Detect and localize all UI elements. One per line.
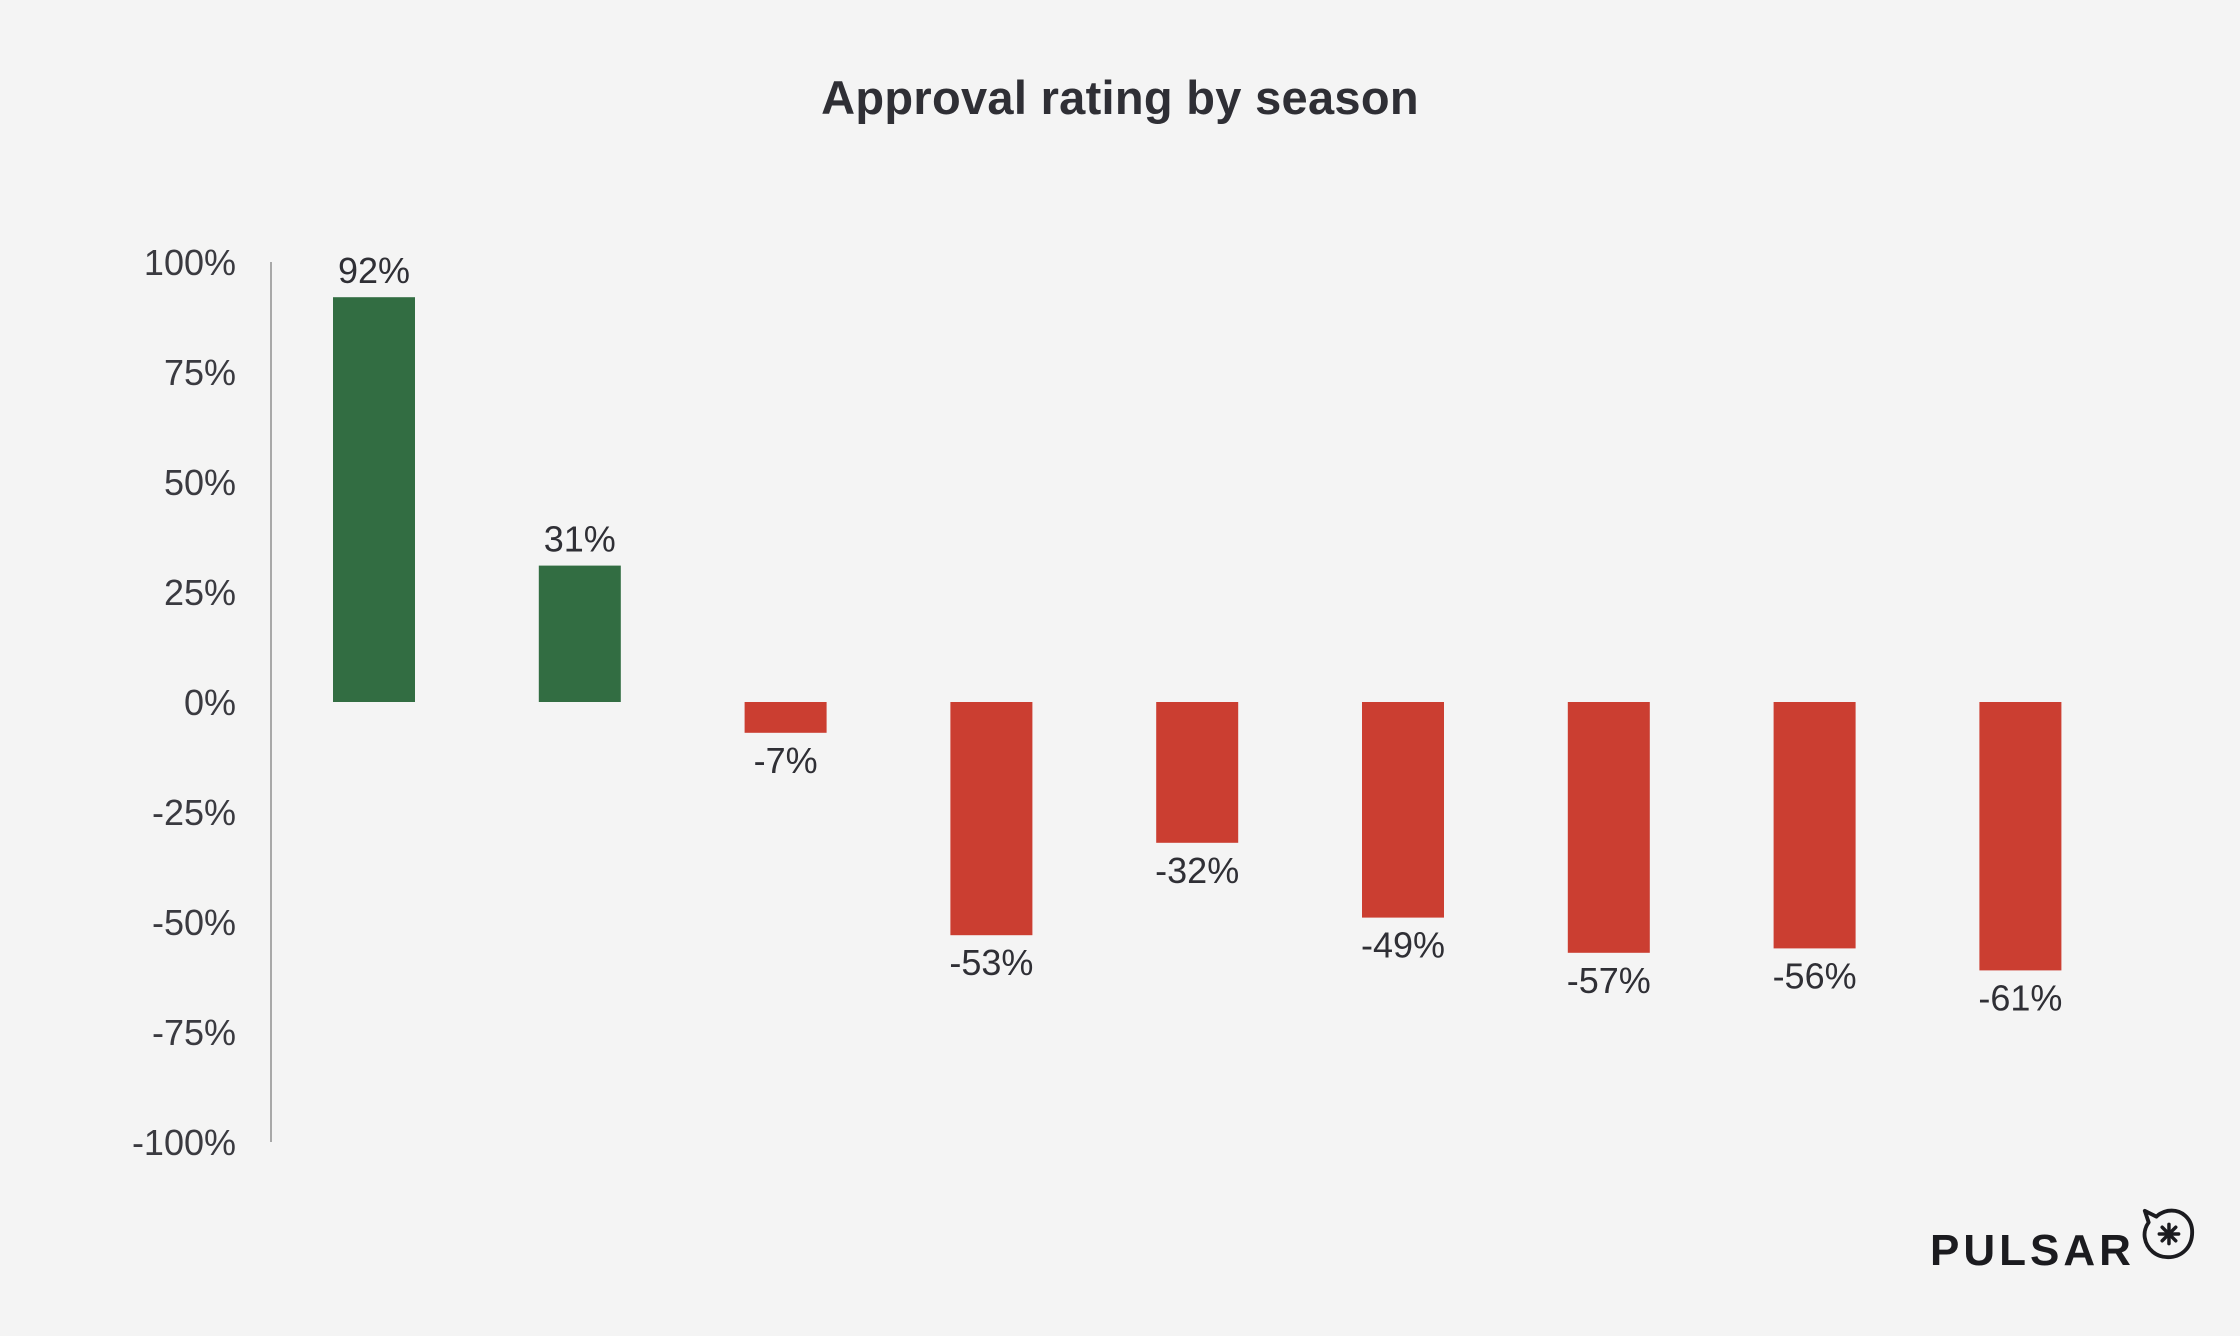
y-axis: 100% 75% 50% 25% 0% -25% -50% -75% -100% (132, 242, 272, 1163)
data-label: -53% (949, 942, 1033, 983)
y-tick-label: 75% (164, 352, 236, 393)
data-label: 92% (338, 250, 410, 291)
bar (1362, 702, 1444, 918)
bar (1567, 702, 1650, 953)
bar (950, 702, 1033, 936)
y-tick-label: -25% (152, 792, 236, 833)
y-tick-label: 0% (184, 682, 236, 723)
data-label: -61% (1978, 977, 2062, 1018)
y-tick-label: 50% (164, 462, 236, 503)
pulsar-logo-icon (2142, 1208, 2195, 1260)
bar (538, 565, 621, 702)
data-labels: 92% 31% -7% -53% -32% -49% -57% -56% -61% (338, 250, 2062, 1018)
chart-title: Approval rating by season (821, 71, 1419, 124)
data-label: -56% (1773, 955, 1857, 996)
bar (1979, 702, 2062, 971)
y-tick-label: 100% (144, 242, 236, 283)
bar (744, 702, 827, 733)
data-label: -49% (1361, 925, 1445, 966)
bar (1156, 702, 1239, 843)
data-label: 31% (544, 519, 616, 560)
y-tick-label: 25% (164, 572, 236, 613)
data-label: -57% (1567, 960, 1651, 1001)
bars (333, 297, 2062, 971)
bar (333, 297, 415, 702)
bar (1773, 702, 1856, 949)
data-label: -32% (1155, 850, 1239, 891)
data-label: -7% (754, 740, 818, 781)
y-tick-label: -75% (152, 1012, 236, 1053)
brand-logo: PULSAR (1930, 1205, 2197, 1277)
brand-name: PULSAR (1930, 1226, 2135, 1275)
y-tick-label: -50% (152, 902, 236, 943)
y-tick-label: -100% (132, 1122, 236, 1163)
